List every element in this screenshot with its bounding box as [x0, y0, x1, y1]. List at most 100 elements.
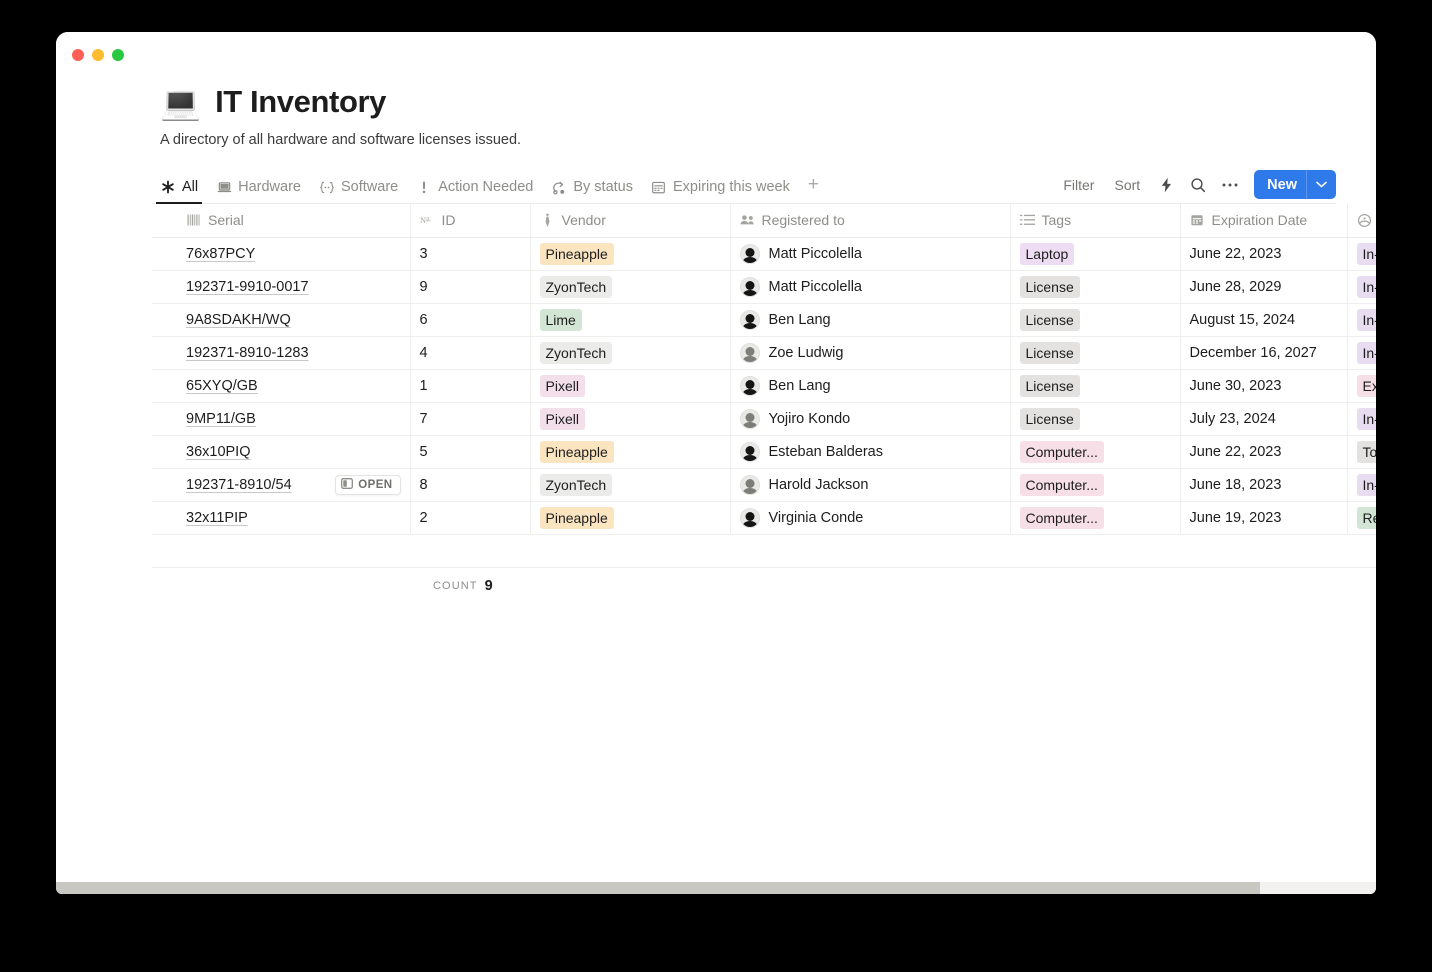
cell-serial[interactable]: 192371-9910-0017	[152, 270, 411, 304]
serial-link[interactable]: 9A8SDAKH/WQ	[186, 311, 291, 328]
serial-link[interactable]: 32x11PIP	[186, 509, 248, 526]
new-row-cell[interactable]	[152, 534, 1376, 568]
cell-id[interactable]: 7	[410, 402, 531, 436]
serial-link[interactable]: 36x10PIQ	[186, 443, 251, 460]
cell-status[interactable]: In-use	[1347, 468, 1376, 502]
open-row-button[interactable]: OPEN	[335, 474, 401, 495]
cell-status[interactable]: In-use	[1347, 270, 1376, 304]
serial-link[interactable]: 192371-9910-0017	[186, 278, 309, 295]
serial-link[interactable]: 192371-8910/54	[186, 476, 292, 493]
cell-status[interactable]: In-use	[1347, 336, 1376, 370]
cell-tags[interactable]: License	[1010, 369, 1181, 403]
cell-expiration-date[interactable]: June 28, 2029	[1180, 270, 1348, 304]
column-header-status[interactable]: Status	[1347, 204, 1376, 238]
cell-tags[interactable]: Computer...	[1010, 468, 1181, 502]
cell-vendor[interactable]: Lime	[530, 303, 731, 337]
cell-vendor[interactable]: ZyonTech	[530, 336, 731, 370]
cell-expiration-date[interactable]: June 22, 2023	[1180, 237, 1348, 271]
close-window-button[interactable]	[72, 49, 84, 61]
cell-vendor[interactable]: Pineapple	[530, 501, 731, 535]
horizontal-scrollbar-thumb[interactable]	[56, 882, 1260, 894]
cell-serial[interactable]: 36x10PIQ	[152, 435, 411, 469]
cell-expiration-date[interactable]: December 16, 2027	[1180, 336, 1348, 370]
lightning-icon[interactable]	[1152, 172, 1180, 198]
cell-serial[interactable]: 65XYQ/GB	[152, 369, 411, 403]
table-row[interactable]: 192371-8910/54 OPEN 8	[152, 468, 1376, 502]
table-row[interactable]: 192371-9910-0017 9 ZyonTech Matt Piccole…	[152, 270, 1376, 304]
table-row[interactable]: 65XYQ/GB 1 Pixell Ben Lang License June …	[152, 369, 1376, 403]
page-title[interactable]: IT Inventory	[215, 84, 386, 119]
cell-serial[interactable]: 76x87PCY	[152, 237, 411, 271]
cell-expiration-date[interactable]: June 30, 2023	[1180, 369, 1348, 403]
cell-tags[interactable]: License	[1010, 402, 1181, 436]
cell-tags[interactable]: License	[1010, 336, 1181, 370]
table-row[interactable]: 36x10PIQ 5 Pineapple Esteban Balderas Co…	[152, 435, 1376, 469]
cell-status[interactable]: To be returned	[1347, 435, 1376, 469]
table-row[interactable]: 192371-8910-1283 4 ZyonTech Zoe Ludwig L…	[152, 336, 1376, 370]
cell-registered-to[interactable]: Matt Piccolella	[730, 270, 1011, 304]
sort-button[interactable]: Sort	[1114, 176, 1141, 193]
column-header-registered-to[interactable]: Registered to	[730, 204, 1011, 238]
tab-all[interactable]: All	[152, 179, 208, 204]
cell-id[interactable]: 9	[410, 270, 531, 304]
cell-registered-to[interactable]: Ben Lang	[730, 303, 1011, 337]
cell-vendor[interactable]: Pineapple	[530, 435, 731, 469]
cell-id[interactable]: 1	[410, 369, 531, 403]
cell-status[interactable]: In-use	[1347, 402, 1376, 436]
cell-status[interactable]: In-use	[1347, 303, 1376, 337]
cell-status[interactable]: In-use	[1347, 237, 1376, 271]
cell-registered-to[interactable]: Harold Jackson	[730, 468, 1011, 502]
cell-serial[interactable]: 9A8SDAKH/WQ	[152, 303, 411, 337]
cell-serial[interactable]: 192371-8910-1283	[152, 336, 411, 370]
cell-registered-to[interactable]: Matt Piccolella	[730, 237, 1011, 271]
cell-expiration-date[interactable]: June 18, 2023	[1180, 468, 1348, 502]
tab-software[interactable]: Software	[311, 179, 408, 203]
minimize-window-button[interactable]	[92, 49, 104, 61]
cell-registered-to[interactable]: Yojiro Kondo	[730, 402, 1011, 436]
tab-action-needed[interactable]: Action Needed	[408, 179, 543, 203]
cell-id[interactable]: 2	[410, 501, 531, 535]
column-header-serial[interactable]: Serial	[152, 204, 411, 238]
page-description[interactable]: A directory of all hardware and software…	[160, 132, 522, 148]
cell-vendor[interactable]: ZyonTech	[530, 270, 731, 304]
cell-serial[interactable]: 9MP11/GB	[152, 402, 411, 436]
column-header-vendor[interactable]: Vendor	[530, 204, 731, 238]
table-row[interactable]: 32x11PIP 2 Pineapple Virginia Conde Comp…	[152, 501, 1376, 535]
cell-expiration-date[interactable]: June 19, 2023	[1180, 501, 1348, 535]
serial-link[interactable]: 192371-8910-1283	[186, 344, 309, 361]
cell-registered-to[interactable]: Zoe Ludwig	[730, 336, 1011, 370]
table-row[interactable]: 9MP11/GB 7 Pixell Yojiro Kondo License J…	[152, 402, 1376, 436]
table-row[interactable]: 9A8SDAKH/WQ 6 Lime Ben Lang License Augu…	[152, 303, 1376, 337]
cell-vendor[interactable]: Pineapple	[530, 237, 731, 271]
cell-tags[interactable]: Computer...	[1010, 435, 1181, 469]
cell-id[interactable]: 4	[410, 336, 531, 370]
cell-tags[interactable]: Computer...	[1010, 501, 1181, 535]
serial-link[interactable]: 9MP11/GB	[186, 410, 256, 427]
add-view-button[interactable]: +	[807, 174, 819, 195]
cell-id[interactable]: 5	[410, 435, 531, 469]
cell-id[interactable]: 3	[410, 237, 531, 271]
cell-vendor[interactable]: Pixell	[530, 369, 731, 403]
cell-status[interactable]: Returned	[1347, 501, 1376, 535]
cell-vendor[interactable]: Pixell	[530, 402, 731, 436]
cell-id[interactable]: 6	[410, 303, 531, 337]
cell-registered-to[interactable]: Esteban Balderas	[730, 435, 1011, 469]
search-icon[interactable]	[1184, 172, 1212, 198]
tab-hardware[interactable]: Hardware	[208, 179, 311, 203]
maximize-window-button[interactable]	[112, 49, 124, 61]
table-row[interactable]: 76x87PCY 3 Pineapple Matt Piccolella Lap…	[152, 237, 1376, 271]
cell-registered-to[interactable]: Virginia Conde	[730, 501, 1011, 535]
cell-expiration-date[interactable]: July 23, 2024	[1180, 402, 1348, 436]
column-header-tags[interactable]: Tags	[1010, 204, 1181, 238]
column-header-expiration-date[interactable]: Expiration Date	[1180, 204, 1348, 238]
cell-tags[interactable]: Laptop	[1010, 237, 1181, 271]
tab-expiring-this-week[interactable]: Expiring this week	[643, 179, 800, 203]
cell-expiration-date[interactable]: June 22, 2023	[1180, 435, 1348, 469]
cell-expiration-date[interactable]: August 15, 2024	[1180, 303, 1348, 337]
horizontal-scrollbar[interactable]	[56, 882, 1376, 894]
serial-link[interactable]: 65XYQ/GB	[186, 377, 258, 394]
chevron-down-icon[interactable]	[1307, 181, 1336, 188]
new-row-placeholder[interactable]	[152, 534, 1376, 568]
new-button[interactable]: New	[1254, 170, 1336, 199]
